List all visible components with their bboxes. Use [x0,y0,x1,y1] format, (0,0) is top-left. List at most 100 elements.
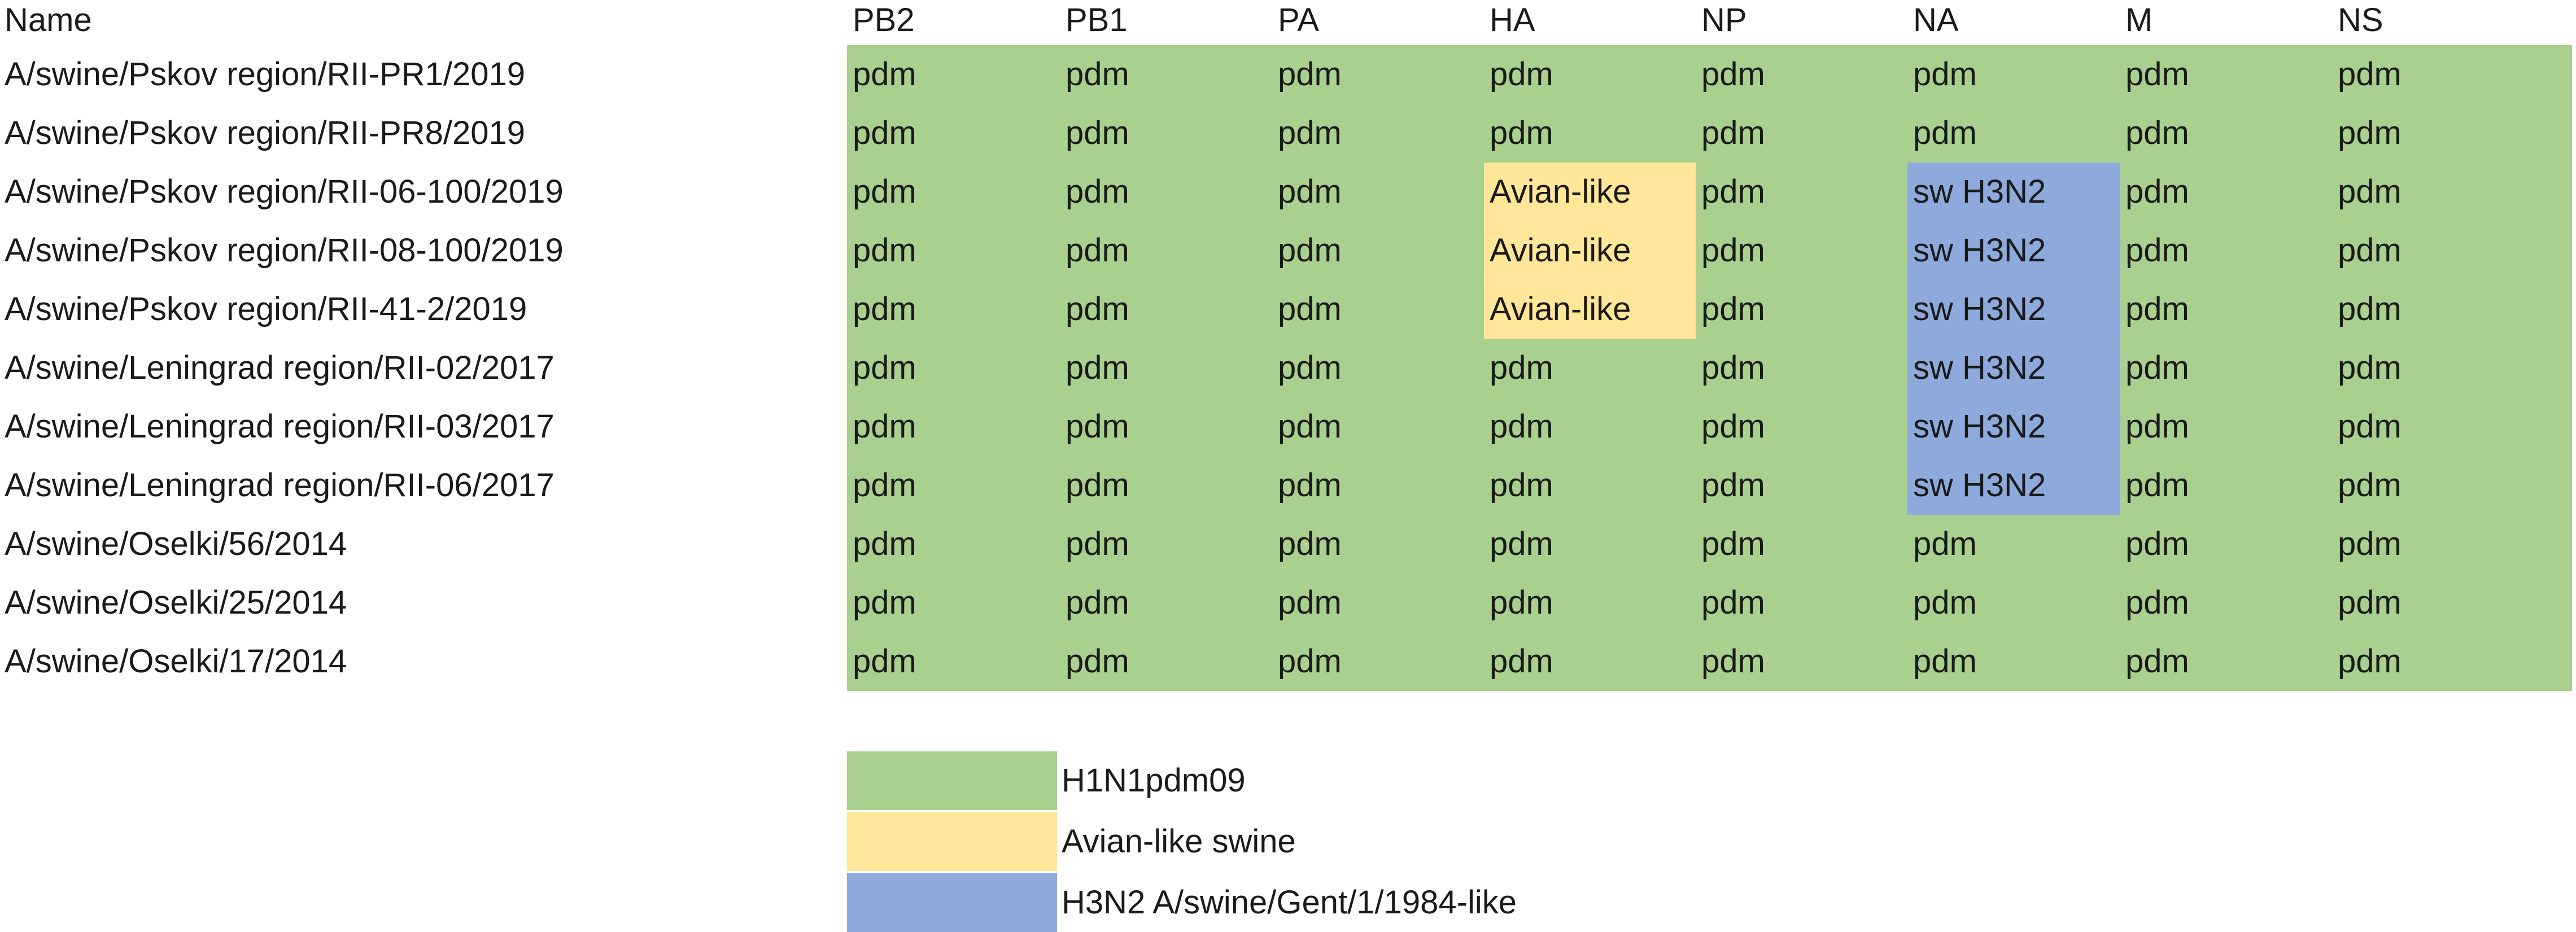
segment-cell-pb1: pdm [1060,632,1272,691]
segment-lineage: pdm [853,526,916,562]
segment-cell-pb1: pdm [1060,515,1272,574]
segment-lineage: pdm [1278,291,1342,327]
segment-lineage: pdm [1278,584,1342,621]
segment-cell-pb1: pdm [1060,280,1272,339]
segment-cell-m: pdm [2120,456,2332,515]
segment-cell-pb2: pdm [847,45,1060,104]
segment-lineage: pdm [853,643,916,680]
strain-name: A/swine/Pskov region/RII-41-2/2019 [5,291,527,327]
segment-cell-pa: pdm [1272,515,1484,574]
column-header-na: NA [1913,2,1959,38]
segment-cell-ns: pdm [2332,45,2572,104]
segment-cell-np: pdm [1696,397,1907,456]
column-header-m: M [2125,2,2153,38]
segment-lineage: pdm [1913,526,1977,562]
legend-swatch [847,873,1057,932]
segment-lineage: pdm [1701,467,1765,504]
segment-lineage: pdm [2338,56,2402,93]
segment-cell-pb1: pdm [1060,163,1272,221]
segment-cell-m: pdm [2120,515,2332,574]
segment-lineage: pdm [2125,56,2189,93]
segment-cell-pb1: pdm [1060,397,1272,456]
segment-cell-pb2: pdm [847,104,1060,163]
segment-lineage: pdm [2125,115,2189,151]
legend-label: Avian-like swine [1062,823,1296,860]
segment-lineage: pdm [1490,467,1553,504]
segment-cell-na: sw H3N2 [1907,280,2120,339]
segment-lineage: pdm [2338,467,2402,504]
column-header-pa: PA [1278,2,1320,38]
segment-lineage: pdm [1913,584,1977,621]
column-header-np: NP [1701,2,1747,38]
segment-cell-ns: pdm [2332,632,2572,691]
segment-cell-ha: Avian-like [1484,163,1696,221]
segment-lineage: pdm [1701,173,1765,210]
segment-cell-na: sw H3N2 [1907,397,2120,456]
segment-lineage: pdm [1913,56,1977,93]
segment-cell-ns: pdm [2332,456,2572,515]
segment-lineage: pdm [1701,584,1765,621]
segment-lineage: pdm [1278,232,1342,269]
segment-cell-ha: pdm [1484,456,1696,515]
segment-cell-pa: pdm [1272,397,1484,456]
segment-lineage: pdm [1701,643,1765,680]
segment-cell-m: pdm [2120,221,2332,280]
segment-cell-na: sw H3N2 [1907,221,2120,280]
legend-label: H3N2 A/swine/Gent/1/1984-like [1062,884,1517,921]
segment-lineage: pdm [1490,526,1553,562]
segment-cell-np: pdm [1696,456,1907,515]
column-header-pb1: PB1 [1066,2,1128,38]
segment-lineage: pdm [2125,584,2189,621]
segment-cell-ha: pdm [1484,515,1696,574]
segment-lineage: pdm [1066,526,1129,562]
segment-lineage: pdm [853,408,916,445]
segment-lineage: sw H3N2 [1913,349,2046,386]
header-name: Name [5,2,92,38]
strain-name: A/swine/Oselki/25/2014 [5,584,347,621]
segment-lineage: pdm [1701,232,1765,269]
segment-lineage: pdm [1701,408,1765,445]
segment-lineage: pdm [1278,349,1342,386]
segment-cell-ha: pdm [1484,632,1696,691]
segment-lineage: pdm [1278,56,1342,93]
segment-lineage: pdm [1701,56,1765,93]
segment-cell-ns: pdm [2332,397,2572,456]
segment-cell-pa: pdm [1272,104,1484,163]
segment-cell-ns: pdm [2332,104,2572,163]
segment-lineage: pdm [1066,291,1129,327]
segment-cell-pa: pdm [1272,339,1484,397]
segment-lineage: pdm [1701,291,1765,327]
segment-lineage: pdm [2125,291,2189,327]
column-header-pb2: PB2 [853,2,915,38]
segment-lineage: pdm [853,467,916,504]
segment-lineage: pdm [1278,115,1342,151]
segment-lineage: pdm [2338,408,2402,445]
segment-lineage: pdm [853,173,916,210]
segment-lineage: Avian-like [1490,232,1631,269]
segment-lineage: pdm [853,232,916,269]
segment-cell-ha: Avian-like [1484,280,1696,339]
segment-cell-pb2: pdm [847,163,1060,221]
strain-name: A/swine/Pskov region/RII-06-100/2019 [5,173,564,210]
column-header-ns: NS [2338,2,2383,38]
segment-cell-ha: pdm [1484,397,1696,456]
column-header-ha: HA [1490,2,1535,38]
segment-cell-na: sw H3N2 [1907,339,2120,397]
segment-cell-pb2: pdm [847,397,1060,456]
segment-cell-pb1: pdm [1060,339,1272,397]
segment-cell-pa: pdm [1272,163,1484,221]
segment-cell-na: sw H3N2 [1907,456,2120,515]
segment-lineage: sw H3N2 [1913,408,2046,445]
segment-lineage: Avian-like [1490,173,1631,210]
segment-lineage: pdm [2338,643,2402,680]
strain-name: A/swine/Pskov region/RII-PR8/2019 [5,115,525,151]
segment-lineage: pdm [1066,349,1129,386]
segment-cell-na: pdm [1907,632,2120,691]
segment-lineage: pdm [1066,56,1129,93]
segment-lineage: pdm [2125,643,2189,680]
segment-lineage: pdm [853,584,916,621]
segment-lineage: pdm [1490,56,1553,93]
segment-cell-pa: pdm [1272,574,1484,632]
segment-lineage: sw H3N2 [1913,232,2046,269]
strain-name: A/swine/Oselki/56/2014 [5,526,347,562]
